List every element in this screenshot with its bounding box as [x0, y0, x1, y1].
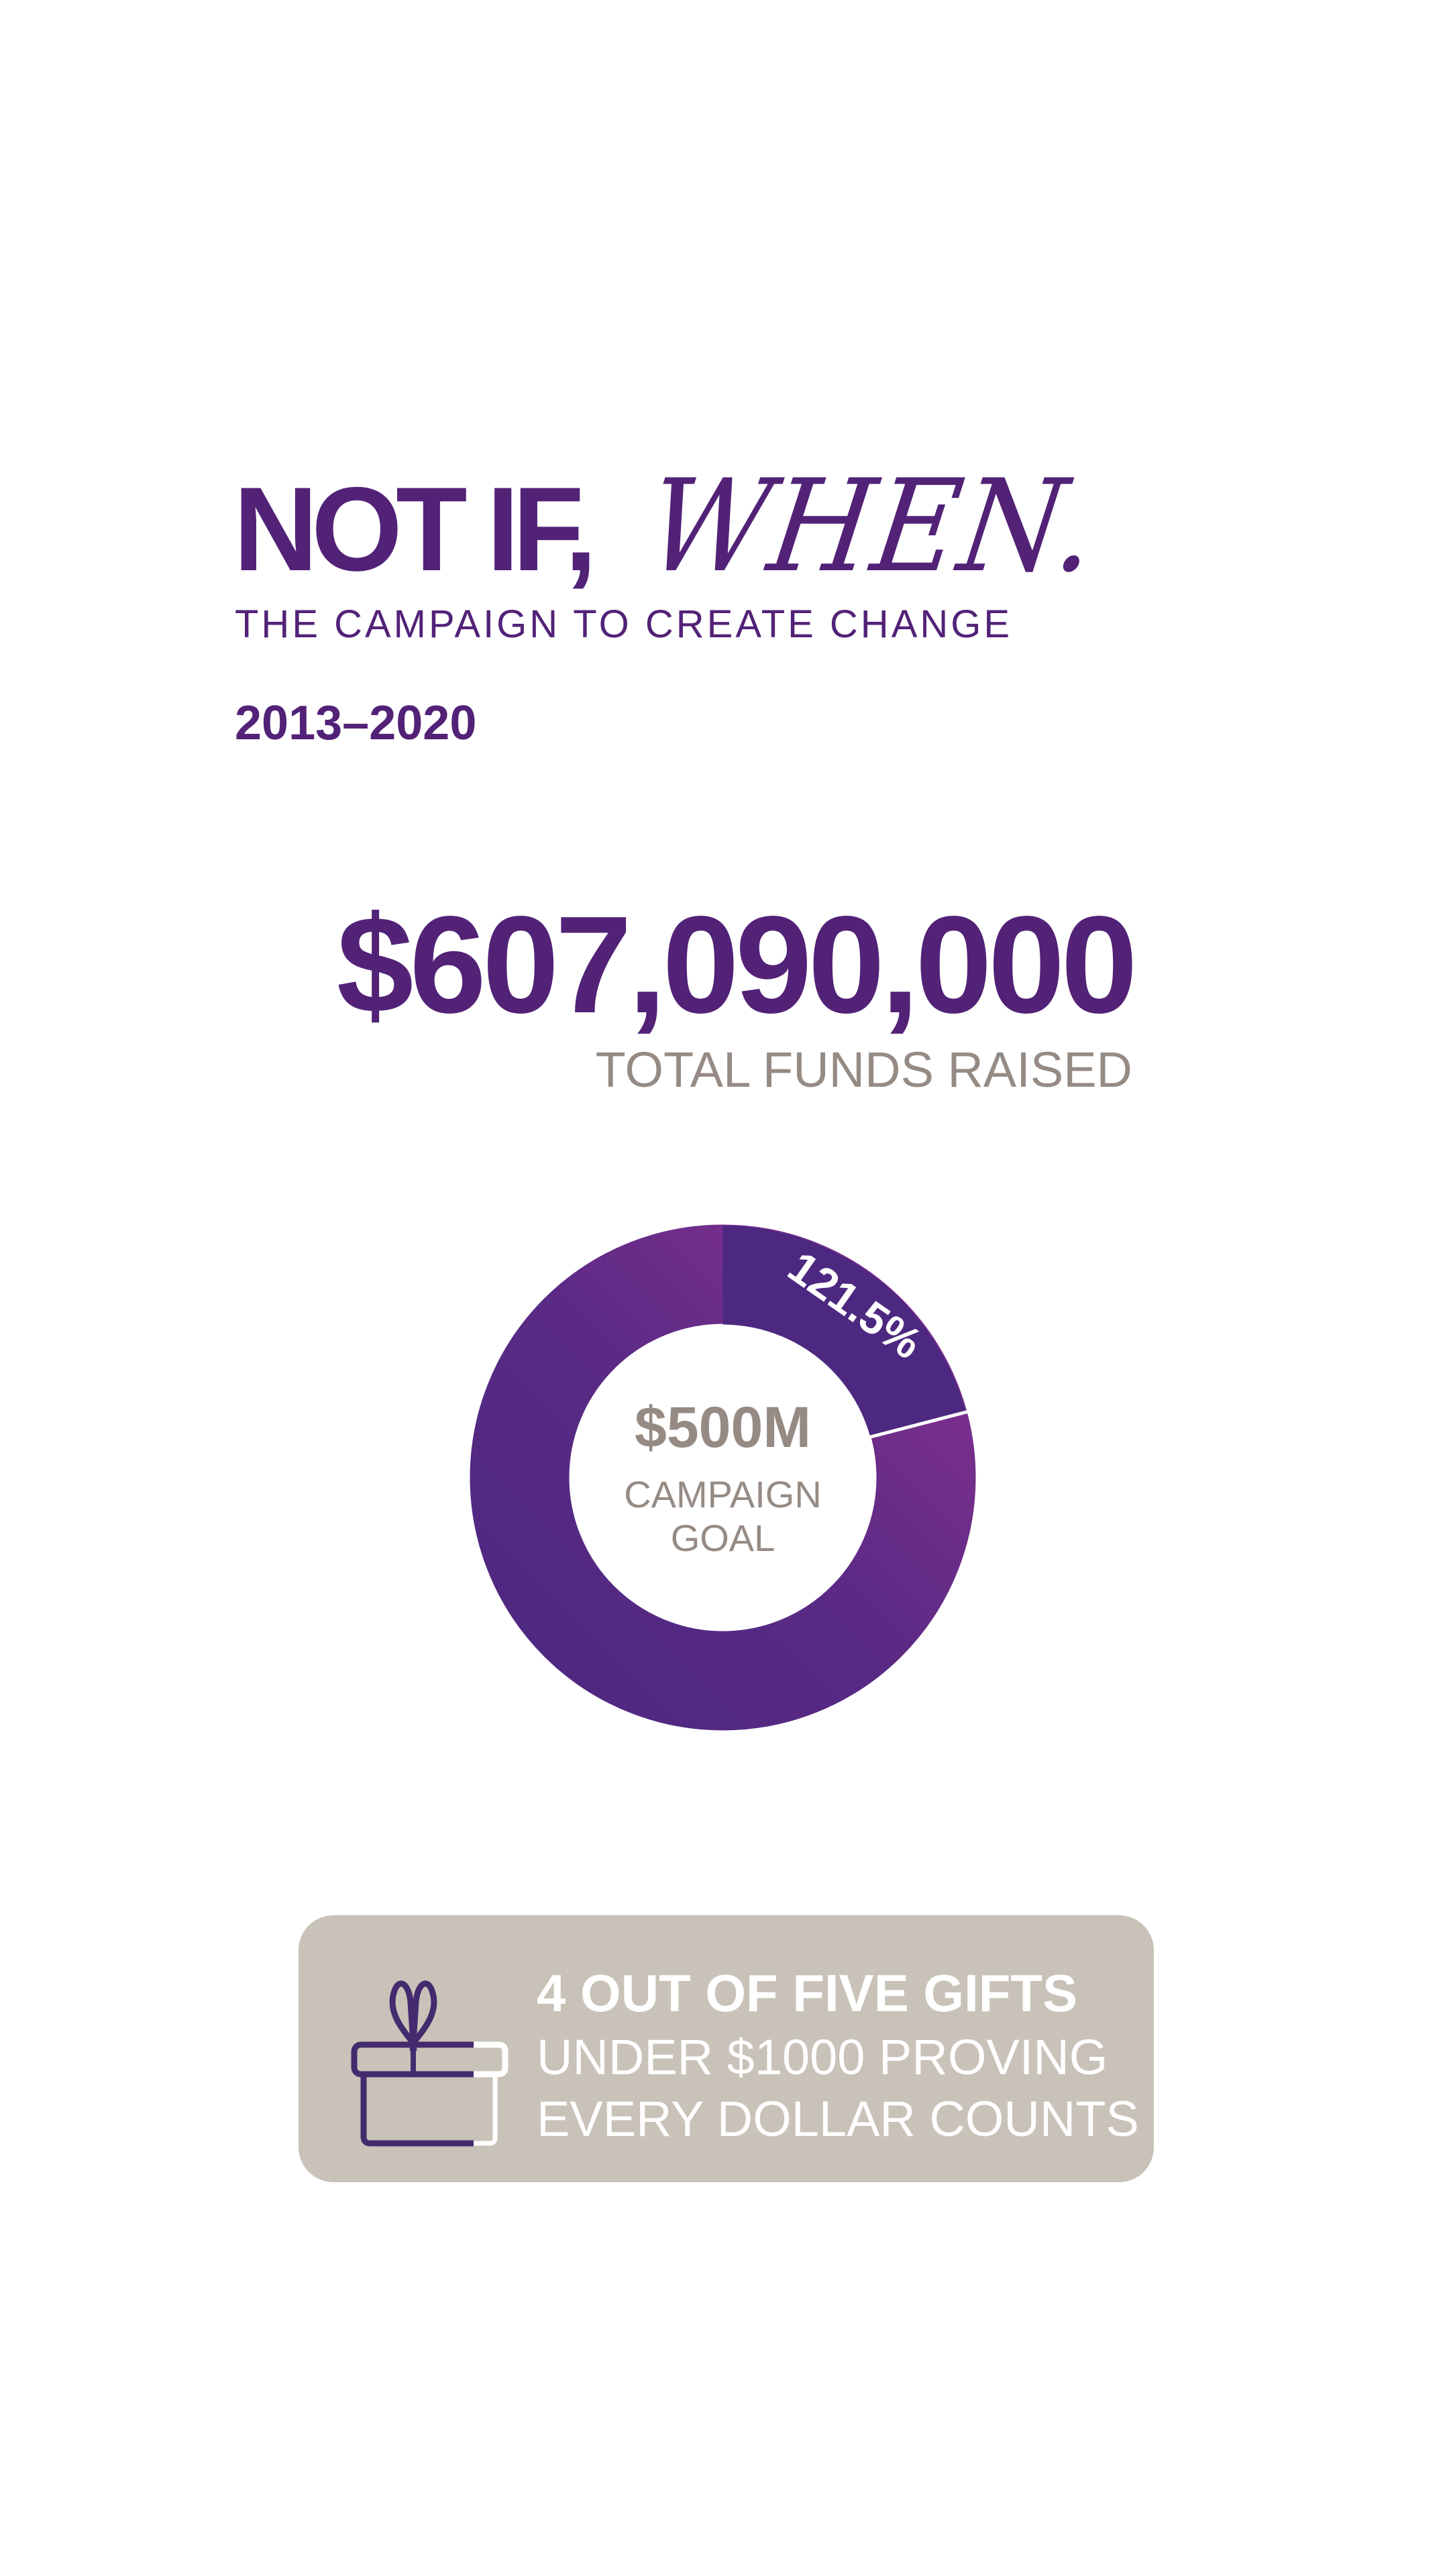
goal-label-line1: CAMPAIGN: [624, 1473, 822, 1515]
total-amount: $607,090,000: [336, 888, 1138, 1042]
gift-stat-card: [299, 1915, 1154, 2182]
gift-icon: [351, 1980, 508, 2147]
logo-not-if: NOT IF,: [233, 462, 597, 596]
donut-divider: [862, 1409, 972, 1441]
goal-amount: $500M: [635, 1395, 811, 1460]
gift-stat-line3: EVERY DOLLAR COUNTS: [537, 2091, 1139, 2147]
tagline: THE CAMPAIGN TO CREATE CHANGE: [235, 602, 1013, 646]
donut-segment-exceeded: [722, 1226, 966, 1437]
total-label: TOTAL FUNDS RAISED: [595, 1042, 1132, 1097]
gift-stat-headline: 4 OUT OF FIVE GIFTS: [537, 1964, 1078, 2023]
goal-donut-chart: 121.5%: [470, 1224, 976, 1731]
gift-stat-line2: UNDER $1000 PROVING: [537, 2029, 1108, 2085]
logo-when: WHEN.: [639, 452, 1107, 600]
goal-label-line2: GOAL: [670, 1517, 775, 1559]
campaign-years: 2013–2020: [235, 696, 477, 750]
